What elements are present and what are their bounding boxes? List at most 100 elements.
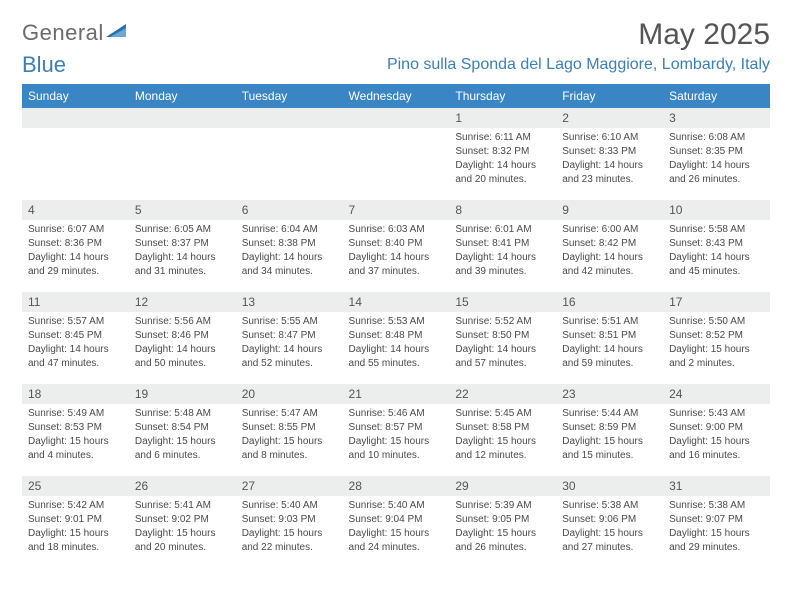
day-body: Sunrise: 5:47 AMSunset: 8:55 PMDaylight:… — [236, 404, 343, 467]
day-number: 10 — [663, 200, 770, 220]
day-body: Sunrise: 5:50 AMSunset: 8:52 PMDaylight:… — [663, 312, 770, 375]
day-body: Sunrise: 5:49 AMSunset: 8:53 PMDaylight:… — [22, 404, 129, 467]
day-number: 18 — [22, 384, 129, 404]
calendar-day-cell — [343, 108, 450, 200]
day-body: Sunrise: 5:38 AMSunset: 9:07 PMDaylight:… — [663, 496, 770, 559]
day-number: 24 — [663, 384, 770, 404]
daylight-text: Daylight: 14 hours and 34 minutes. — [242, 251, 337, 279]
logo-blue: Blue — [22, 52, 770, 78]
day-number: 23 — [556, 384, 663, 404]
calendar-day-cell: 11 Sunrise: 5:57 AMSunset: 8:45 PMDayligh… — [22, 292, 129, 384]
daylight-text: Daylight: 14 hours and 37 minutes. — [349, 251, 444, 279]
daylight-text: Daylight: 14 hours and 42 minutes. — [562, 251, 657, 279]
day-body: Sunrise: 5:45 AMSunset: 8:58 PMDaylight:… — [449, 404, 556, 467]
daylight-text: Daylight: 14 hours and 31 minutes. — [135, 251, 230, 279]
sunrise-text: Sunrise: 5:56 AM — [135, 315, 230, 329]
daylight-text: Daylight: 15 hours and 18 minutes. — [28, 527, 123, 555]
logo: General — [22, 18, 128, 48]
day-number: 22 — [449, 384, 556, 404]
day-body: Sunrise: 5:48 AMSunset: 8:54 PMDaylight:… — [129, 404, 236, 467]
calendar-week-row: 4Sunrise: 6:07 AMSunset: 8:36 PMDaylight… — [22, 200, 770, 292]
calendar-day-cell: 2Sunrise: 6:10 AMSunset: 8:33 PMDaylight… — [556, 108, 663, 200]
daylight-text: Daylight: 14 hours and 47 minutes. — [28, 343, 123, 371]
weekday-header: Tuesday — [236, 84, 343, 108]
sunrise-text: Sunrise: 5:40 AM — [242, 499, 337, 513]
day-body: Sunrise: 6:01 AMSunset: 8:41 PMDaylight:… — [449, 220, 556, 283]
daylight-text: Daylight: 15 hours and 22 minutes. — [242, 527, 337, 555]
calendar-day-cell: 13Sunrise: 5:55 AMSunset: 8:47 PMDayligh… — [236, 292, 343, 384]
day-body: Sunrise: 5:52 AMSunset: 8:50 PMDaylight:… — [449, 312, 556, 375]
calendar-day-cell: 6Sunrise: 6:04 AMSunset: 8:38 PMDaylight… — [236, 200, 343, 292]
sunrise-text: Sunrise: 6:11 AM — [455, 131, 550, 145]
day-number: 9 — [556, 200, 663, 220]
sunset-text: Sunset: 8:35 PM — [669, 145, 764, 159]
sunset-text: Sunset: 8:33 PM — [562, 145, 657, 159]
day-body: Sunrise: 6:03 AMSunset: 8:40 PMDaylight:… — [343, 220, 450, 283]
day-body: Sunrise: 5:39 AMSunset: 9:05 PMDaylight:… — [449, 496, 556, 559]
daylight-text: Daylight: 14 hours and 50 minutes. — [135, 343, 230, 371]
calendar-day-cell: 30Sunrise: 5:38 AMSunset: 9:06 PMDayligh… — [556, 476, 663, 568]
calendar-day-cell: 29Sunrise: 5:39 AMSunset: 9:05 PMDayligh… — [449, 476, 556, 568]
weekday-header: Friday — [556, 84, 663, 108]
day-number — [129, 108, 236, 128]
daylight-text: Daylight: 15 hours and 16 minutes. — [669, 435, 764, 463]
day-number: 11 — [22, 292, 129, 312]
sunrise-text: Sunrise: 5:55 AM — [242, 315, 337, 329]
day-number: 1 — [449, 108, 556, 128]
sunset-text: Sunset: 9:01 PM — [28, 513, 123, 527]
sunrise-text: Sunrise: 5:48 AM — [135, 407, 230, 421]
weekday-header: Thursday — [449, 84, 556, 108]
sunset-text: Sunset: 8:41 PM — [455, 237, 550, 251]
day-body: Sunrise: 6:04 AMSunset: 8:38 PMDaylight:… — [236, 220, 343, 283]
sunrise-text: Sunrise: 5:41 AM — [135, 499, 230, 513]
sunrise-text: Sunrise: 5:38 AM — [562, 499, 657, 513]
sunset-text: Sunset: 8:46 PM — [135, 329, 230, 343]
day-body: Sunrise: 6:10 AMSunset: 8:33 PMDaylight:… — [556, 128, 663, 191]
day-number: 3 — [663, 108, 770, 128]
calendar-day-cell — [236, 108, 343, 200]
day-number: 25 — [22, 476, 129, 496]
day-body: Sunrise: 5:58 AMSunset: 8:43 PMDaylight:… — [663, 220, 770, 283]
day-number — [343, 108, 450, 128]
day-number: 30 — [556, 476, 663, 496]
calendar-day-cell: 18Sunrise: 5:49 AMSunset: 8:53 PMDayligh… — [22, 384, 129, 476]
sunset-text: Sunset: 8:55 PM — [242, 421, 337, 435]
calendar-day-cell — [129, 108, 236, 200]
weekday-header: Wednesday — [343, 84, 450, 108]
calendar-day-cell: 22Sunrise: 5:45 AMSunset: 8:58 PMDayligh… — [449, 384, 556, 476]
sunset-text: Sunset: 9:06 PM — [562, 513, 657, 527]
calendar-day-cell: 31Sunrise: 5:38 AMSunset: 9:07 PMDayligh… — [663, 476, 770, 568]
sunset-text: Sunset: 8:51 PM — [562, 329, 657, 343]
sunrise-text: Sunrise: 5:57 AM — [28, 315, 123, 329]
sunrise-text: Sunrise: 5:50 AM — [669, 315, 764, 329]
calendar-week-row: 25Sunrise: 5:42 AMSunset: 9:01 PMDayligh… — [22, 476, 770, 568]
day-body: Sunrise: 5:41 AMSunset: 9:02 PMDaylight:… — [129, 496, 236, 559]
daylight-text: Daylight: 15 hours and 6 minutes. — [135, 435, 230, 463]
day-body: Sunrise: 5:51 AMSunset: 8:51 PMDaylight:… — [556, 312, 663, 375]
sunset-text: Sunset: 8:59 PM — [562, 421, 657, 435]
day-body: Sunrise: 5:42 AMSunset: 9:01 PMDaylight:… — [22, 496, 129, 559]
sunrise-text: Sunrise: 5:44 AM — [562, 407, 657, 421]
day-number: 21 — [343, 384, 450, 404]
sunset-text: Sunset: 9:03 PM — [242, 513, 337, 527]
daylight-text: Daylight: 15 hours and 15 minutes. — [562, 435, 657, 463]
sunrise-text: Sunrise: 5:38 AM — [669, 499, 764, 513]
daylight-text: Daylight: 14 hours and 23 minutes. — [562, 159, 657, 187]
day-body — [343, 128, 450, 135]
day-number: 26 — [129, 476, 236, 496]
daylight-text: Daylight: 15 hours and 2 minutes. — [669, 343, 764, 371]
sunrise-text: Sunrise: 5:51 AM — [562, 315, 657, 329]
sunrise-text: Sunrise: 6:08 AM — [669, 131, 764, 145]
weekday-header-row: Sunday Monday Tuesday Wednesday Thursday… — [22, 84, 770, 108]
calendar-day-cell: 7Sunrise: 6:03 AMSunset: 8:40 PMDaylight… — [343, 200, 450, 292]
sunset-text: Sunset: 8:45 PM — [28, 329, 123, 343]
calendar-day-cell: 17Sunrise: 5:50 AMSunset: 8:52 PMDayligh… — [663, 292, 770, 384]
calendar-day-cell: 14Sunrise: 5:53 AMSunset: 8:48 PMDayligh… — [343, 292, 450, 384]
daylight-text: Daylight: 15 hours and 29 minutes. — [669, 527, 764, 555]
daylight-text: Daylight: 14 hours and 57 minutes. — [455, 343, 550, 371]
day-body: Sunrise: 5:38 AMSunset: 9:06 PMDaylight:… — [556, 496, 663, 559]
sunset-text: Sunset: 8:43 PM — [669, 237, 764, 251]
day-body — [129, 128, 236, 135]
daylight-text: Daylight: 14 hours and 29 minutes. — [28, 251, 123, 279]
day-body: Sunrise: 5:46 AMSunset: 8:57 PMDaylight:… — [343, 404, 450, 467]
